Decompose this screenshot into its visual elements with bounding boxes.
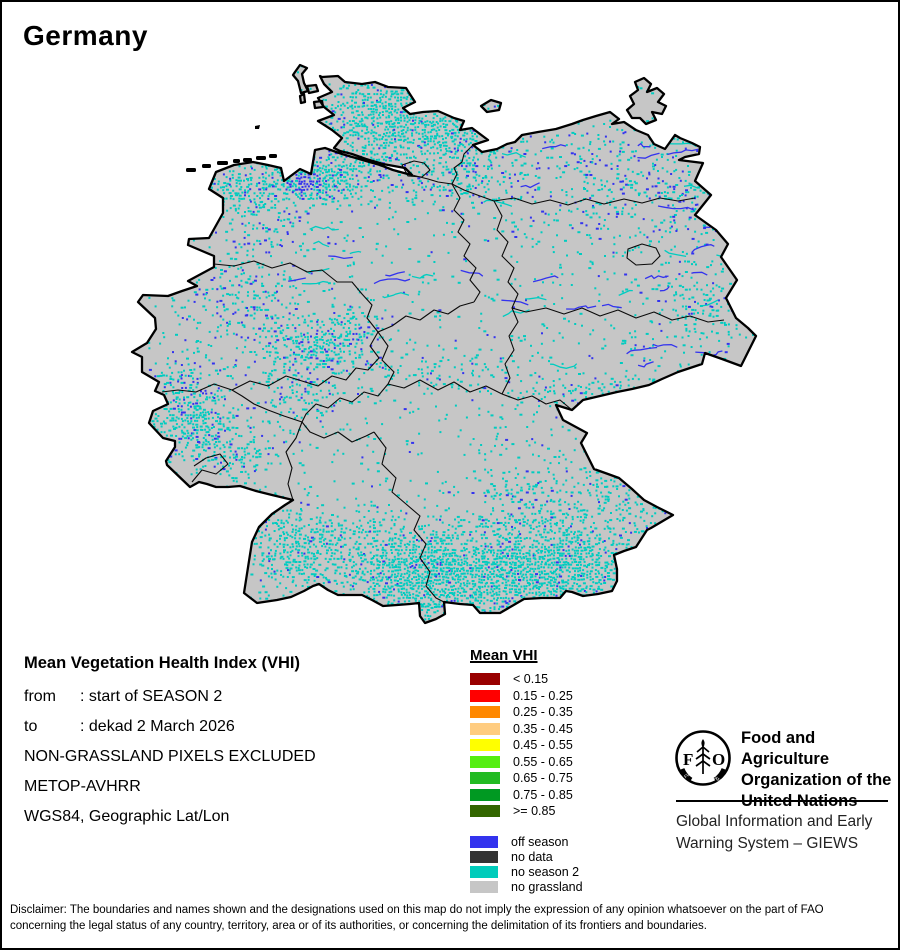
- info-note-exclusion: NON-GRASSLAND PIXELS EXCLUDED: [24, 748, 316, 765]
- legend-label: 0.45 - 0.55: [513, 738, 573, 752]
- legend-row: no data: [470, 851, 583, 863]
- legend-row: off season: [470, 836, 583, 848]
- legend-row: no grassland: [470, 881, 583, 893]
- map-subtitle: Mean Vegetation Health Index (VHI): [24, 654, 300, 672]
- page-title: Germany: [23, 20, 148, 51]
- disclaimer-line-1: Disclaimer: The boundaries and names sho…: [10, 904, 824, 916]
- legend-class-rows: < 0.15 0.15 - 0.25 0.25 - 0.35 0.35 - 0.45 0…: [470, 673, 573, 817]
- period-from-label: from: [24, 688, 56, 705]
- status-legend: off season no data no season 2 no grassland: [470, 836, 583, 896]
- legend-row: 0.65 - 0.75: [470, 772, 573, 784]
- legend-swatch: [470, 722, 500, 735]
- legend-row: 0.45 - 0.55: [470, 739, 573, 751]
- panis-text: PANIS: [711, 774, 725, 786]
- legend-row: no season 2: [470, 866, 583, 878]
- period-to-label: to: [24, 718, 38, 735]
- info-projection: WGS84, Geographic Lat/Lon: [24, 808, 230, 825]
- wheat-ear-icon: [695, 742, 711, 774]
- legend-swatch: [470, 788, 500, 801]
- legend-swatch: [470, 755, 500, 768]
- legend-row: 0.15 - 0.25: [470, 688, 573, 703]
- legend-label: 0.65 - 0.75: [513, 771, 573, 785]
- legend-label: no data: [511, 849, 553, 864]
- legend-label: 0.55 - 0.65: [513, 754, 573, 769]
- legend-row: 0.55 - 0.65: [470, 754, 573, 769]
- legend-label: no season 2: [511, 864, 580, 879]
- fao-divider: [676, 800, 888, 802]
- period-from-row: from : start of SEASON 2: [24, 688, 222, 706]
- helgoland-island: [255, 125, 260, 129]
- state-borders: [161, 144, 725, 603]
- legend-swatch: [470, 706, 500, 718]
- period-from-value: : start of SEASON 2: [80, 688, 223, 705]
- disclaimer: Disclaimer: The boundaries and names sho…: [10, 903, 896, 934]
- legend-swatch: [470, 772, 500, 784]
- period-to-value: : dekad 2 March 2026: [80, 718, 235, 735]
- legend-label: 0.15 - 0.25: [513, 688, 573, 703]
- legend-swatch: [470, 851, 498, 863]
- frisian-islands: [186, 154, 277, 172]
- giews-name: Global Information and Early Warning Sys…: [676, 813, 873, 852]
- legend-row: < 0.15: [470, 673, 573, 685]
- fiat-text: FIAT: [683, 769, 694, 779]
- legend-label: >= 0.85: [513, 804, 556, 818]
- legend-swatch: [470, 689, 500, 702]
- legend-row: >= 0.85: [470, 805, 573, 817]
- legend-row: 0.75 - 0.85: [470, 787, 573, 802]
- info-sensor: METOP-AVHRR: [24, 778, 141, 795]
- legend-label: 0.75 - 0.85: [513, 787, 573, 802]
- legend-label: no grassland: [511, 879, 583, 894]
- legend-swatch: [470, 836, 498, 848]
- legend-label: 0.35 - 0.45: [513, 721, 573, 736]
- period-to-row: to : dekad 2 March 2026: [24, 718, 235, 736]
- legend-label: 0.25 - 0.35: [513, 705, 573, 719]
- legend-swatch: [470, 739, 500, 751]
- disclaimer-line-2: concerning the legal status of any count…: [10, 919, 707, 932]
- legend-label: off season: [511, 834, 569, 849]
- legend-swatch: [470, 805, 500, 817]
- legend-swatch: [470, 866, 498, 878]
- legend-title: Mean VHI: [470, 647, 538, 664]
- legend-label: < 0.15: [513, 672, 549, 686]
- legend-row: 0.35 - 0.45: [470, 721, 573, 736]
- fao-logo: F O FIAT PANIS: [675, 730, 731, 786]
- legend-swatch: [470, 881, 498, 893]
- legend-row: 0.25 - 0.35: [470, 706, 573, 718]
- legend-swatch: [470, 673, 500, 685]
- vhi-legend: Mean VHI < 0.15 0.15 - 0.25 0.25 - 0.35 0.3…: [470, 647, 573, 822]
